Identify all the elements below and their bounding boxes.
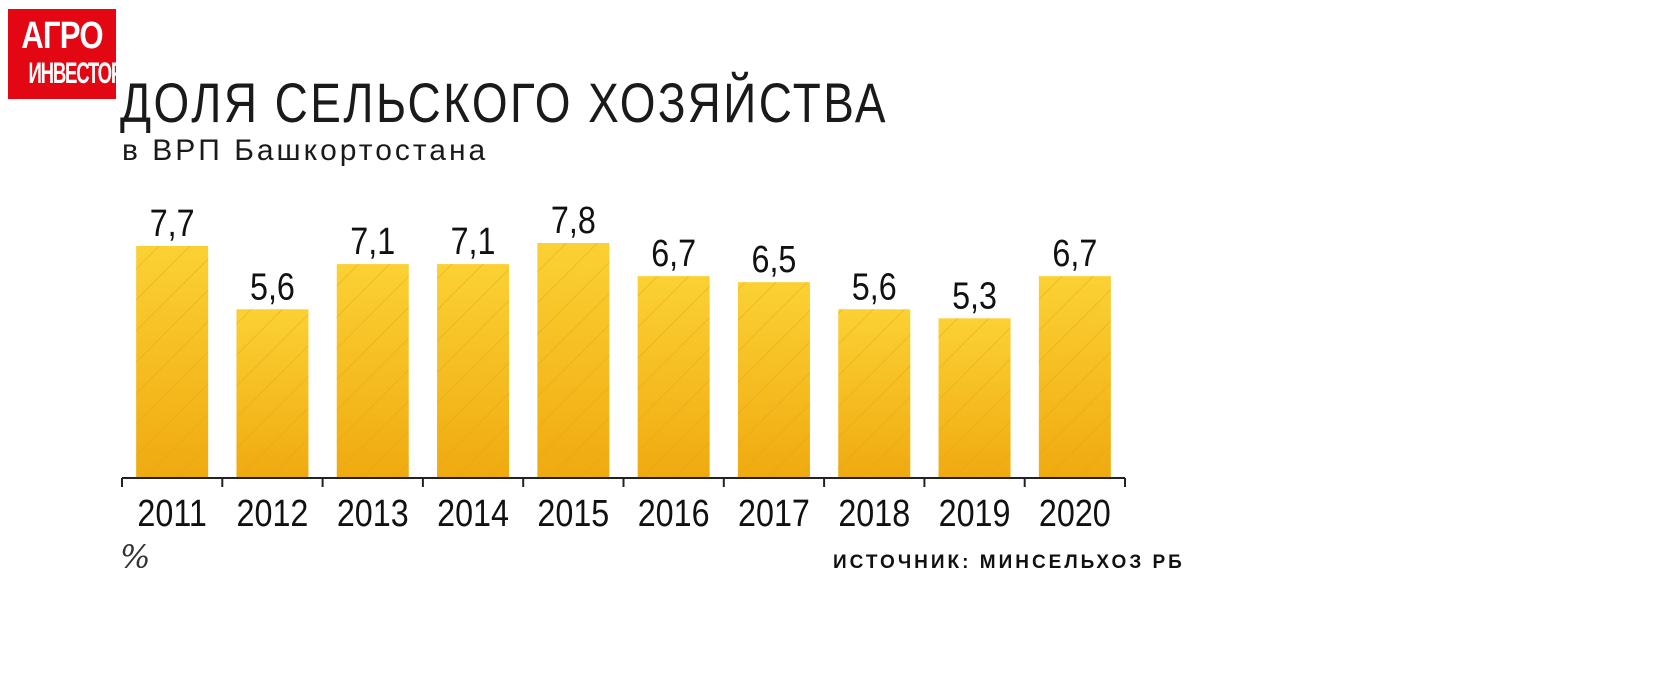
agroinvestor-logo: АГРО ИНВЕСТОР (8, 9, 123, 99)
chart-title: ДОЛЯ СЕЛЬСКОГО ХОЗЯЙСТВА (120, 71, 888, 134)
tick-label-2018: 2018 (838, 493, 910, 535)
tick-label-2011: 2011 (137, 493, 206, 535)
chart-subtitle: в ВРП Башкортостана (122, 134, 489, 167)
logo-line-1: АГРО (21, 15, 103, 57)
bar-hatch-2018 (838, 309, 911, 478)
unit-label: % (120, 538, 151, 576)
tick-label-2012: 2012 (237, 493, 309, 535)
value-label-2019: 5,3 (952, 275, 997, 317)
tick-label-2015: 2015 (537, 493, 609, 535)
value-label-2015: 7,8 (551, 200, 596, 242)
bar-hatch-2015 (537, 243, 610, 478)
tick-label-2016: 2016 (638, 493, 710, 535)
bar-hatch-2014 (437, 264, 510, 478)
value-label-2020: 6,7 (1052, 233, 1097, 275)
value-label-2012: 5,6 (250, 266, 295, 308)
tick-label-2020: 2020 (1039, 493, 1111, 535)
x-axis: 2011 2012 2013 2014 2015 2016 2017 2018 2019 2020 (121, 477, 1126, 535)
bar-hatch-2013 (336, 264, 409, 478)
value-label-2016: 6,7 (651, 233, 696, 275)
tick-label-2019: 2019 (939, 493, 1011, 535)
value-label-2017: 6,5 (752, 239, 797, 281)
bar-hatch-2012 (236, 309, 309, 478)
bar-hatch-2017 (737, 282, 810, 478)
value-label-2011: 7,7 (150, 203, 195, 245)
tick-label-2017: 2017 (738, 493, 810, 535)
bar-hatch-2011 (136, 246, 209, 478)
value-label-2013: 7,1 (350, 221, 395, 263)
bar-hatch-2020 (1038, 276, 1111, 478)
bar-hatch-2019 (938, 318, 1011, 478)
value-label-2018: 5,6 (852, 266, 897, 308)
bars-group (136, 243, 1111, 478)
tick-label-2014: 2014 (437, 493, 509, 535)
value-label-2014: 7,1 (451, 221, 496, 263)
tick-label-2013: 2013 (337, 493, 409, 535)
bar-hatch-2016 (637, 276, 710, 478)
source-note: ИСТОЧНИК: МИНСЕЛЬХОЗ РБ (833, 552, 1185, 573)
value-labels: 7,7 5,6 7,1 7,1 7,8 6,7 6,5 5,6 5,3 6,7 (150, 200, 1098, 317)
